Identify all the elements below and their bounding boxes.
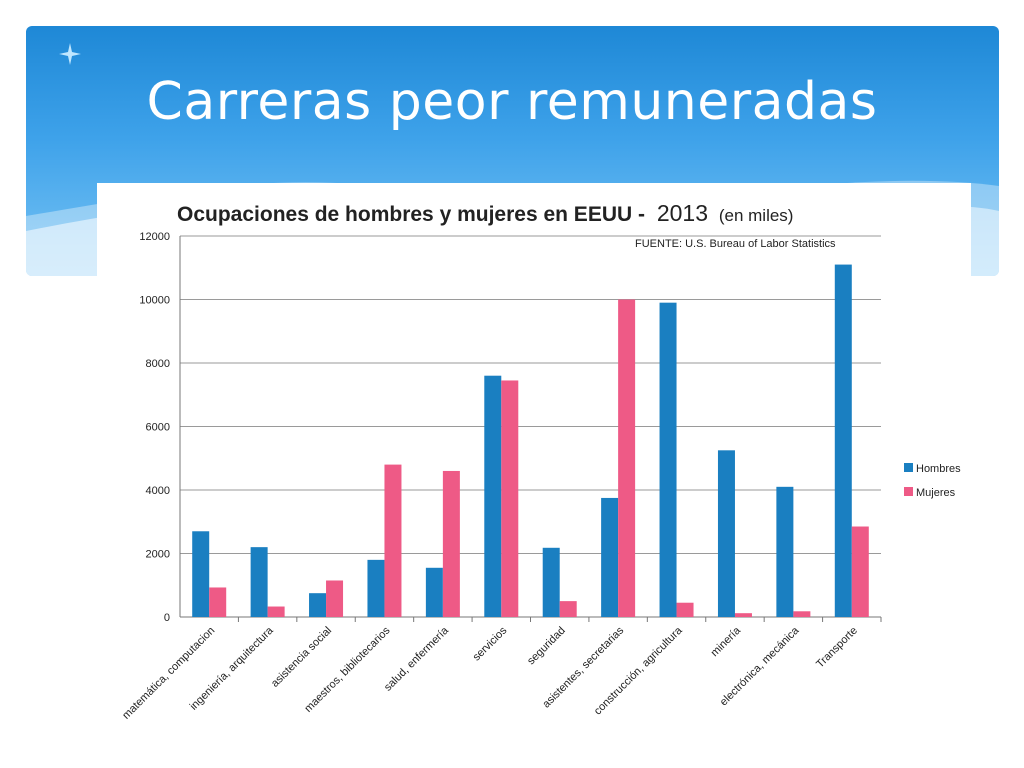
bar-hombres-5 [425, 567, 443, 617]
bar-mujeres-10 [734, 613, 752, 617]
bar-hombres-3 [309, 593, 327, 617]
slide-title: Carreras peor remuneradas [146, 72, 878, 132]
bar-mujeres-12 [851, 526, 869, 617]
legend-swatch-mujeres [904, 487, 913, 496]
chart-title-main: Ocupaciones de hombres y mujeres en EEUU… [177, 203, 645, 226]
sparkle-icon [59, 43, 81, 65]
x-tick-label: seguridad [525, 625, 568, 668]
y-tick-label: 0 [164, 612, 170, 624]
bar-hombres-1 [192, 531, 210, 617]
y-tick-label: 6000 [146, 422, 170, 434]
legend-swatch-hombres [904, 463, 913, 472]
y-tick-label: 4000 [146, 485, 170, 497]
x-tick-label: servicios [471, 624, 510, 663]
bar-hombres-11 [776, 486, 794, 617]
chart-card: Ocupaciones de hombres y mujeres en EEUU… [97, 183, 971, 743]
chart-title: Ocupaciones de hombres y mujeres en EEUU… [177, 200, 793, 226]
legend-label-hombres: Hombres [916, 463, 961, 475]
x-tick-label: salud, enfermería [382, 624, 452, 694]
y-tick-label: 10000 [139, 295, 170, 307]
bar-mujeres-4 [384, 464, 402, 617]
x-tick-label: matemática, computacion [120, 625, 217, 722]
y-tick-label: 12000 [139, 231, 170, 243]
x-tick-label: Transporte [814, 625, 860, 671]
bar-hombres-2 [250, 547, 268, 617]
bar-mujeres-1 [209, 587, 227, 617]
bar-hombres-12 [834, 264, 852, 617]
chart-source: FUENTE: U.S. Bureau of Labor Statistics [635, 238, 836, 250]
bar-hombres-7 [542, 547, 560, 617]
chart-title-year: 2013 [657, 200, 708, 226]
y-tick-label: 2000 [146, 549, 170, 561]
bar-hombres-4 [367, 559, 385, 617]
chart-title-unit: (en miles) [719, 206, 794, 225]
bar-hombres-9 [659, 302, 677, 617]
bar-mujeres-3 [326, 580, 344, 617]
y-tick-label: 8000 [146, 358, 170, 370]
bar-mujeres-5 [442, 470, 460, 617]
x-tick-label: minería [709, 624, 744, 659]
bar-mujeres-6 [501, 380, 519, 617]
bar-chart: Ocupaciones de hombres y mujeres en EEUU… [120, 200, 961, 722]
bar-hombres-6 [484, 375, 502, 617]
bar-mujeres-7 [559, 601, 577, 617]
bar-mujeres-2 [267, 606, 285, 617]
bar-mujeres-11 [793, 611, 811, 617]
bar-mujeres-8 [618, 299, 636, 617]
x-tick-label: asistencia social [269, 625, 334, 690]
legend-label-mujeres: Mujeres [916, 487, 956, 499]
bar-hombres-8 [601, 497, 619, 617]
bar-mujeres-9 [676, 602, 694, 617]
bar-hombres-10 [717, 450, 735, 617]
